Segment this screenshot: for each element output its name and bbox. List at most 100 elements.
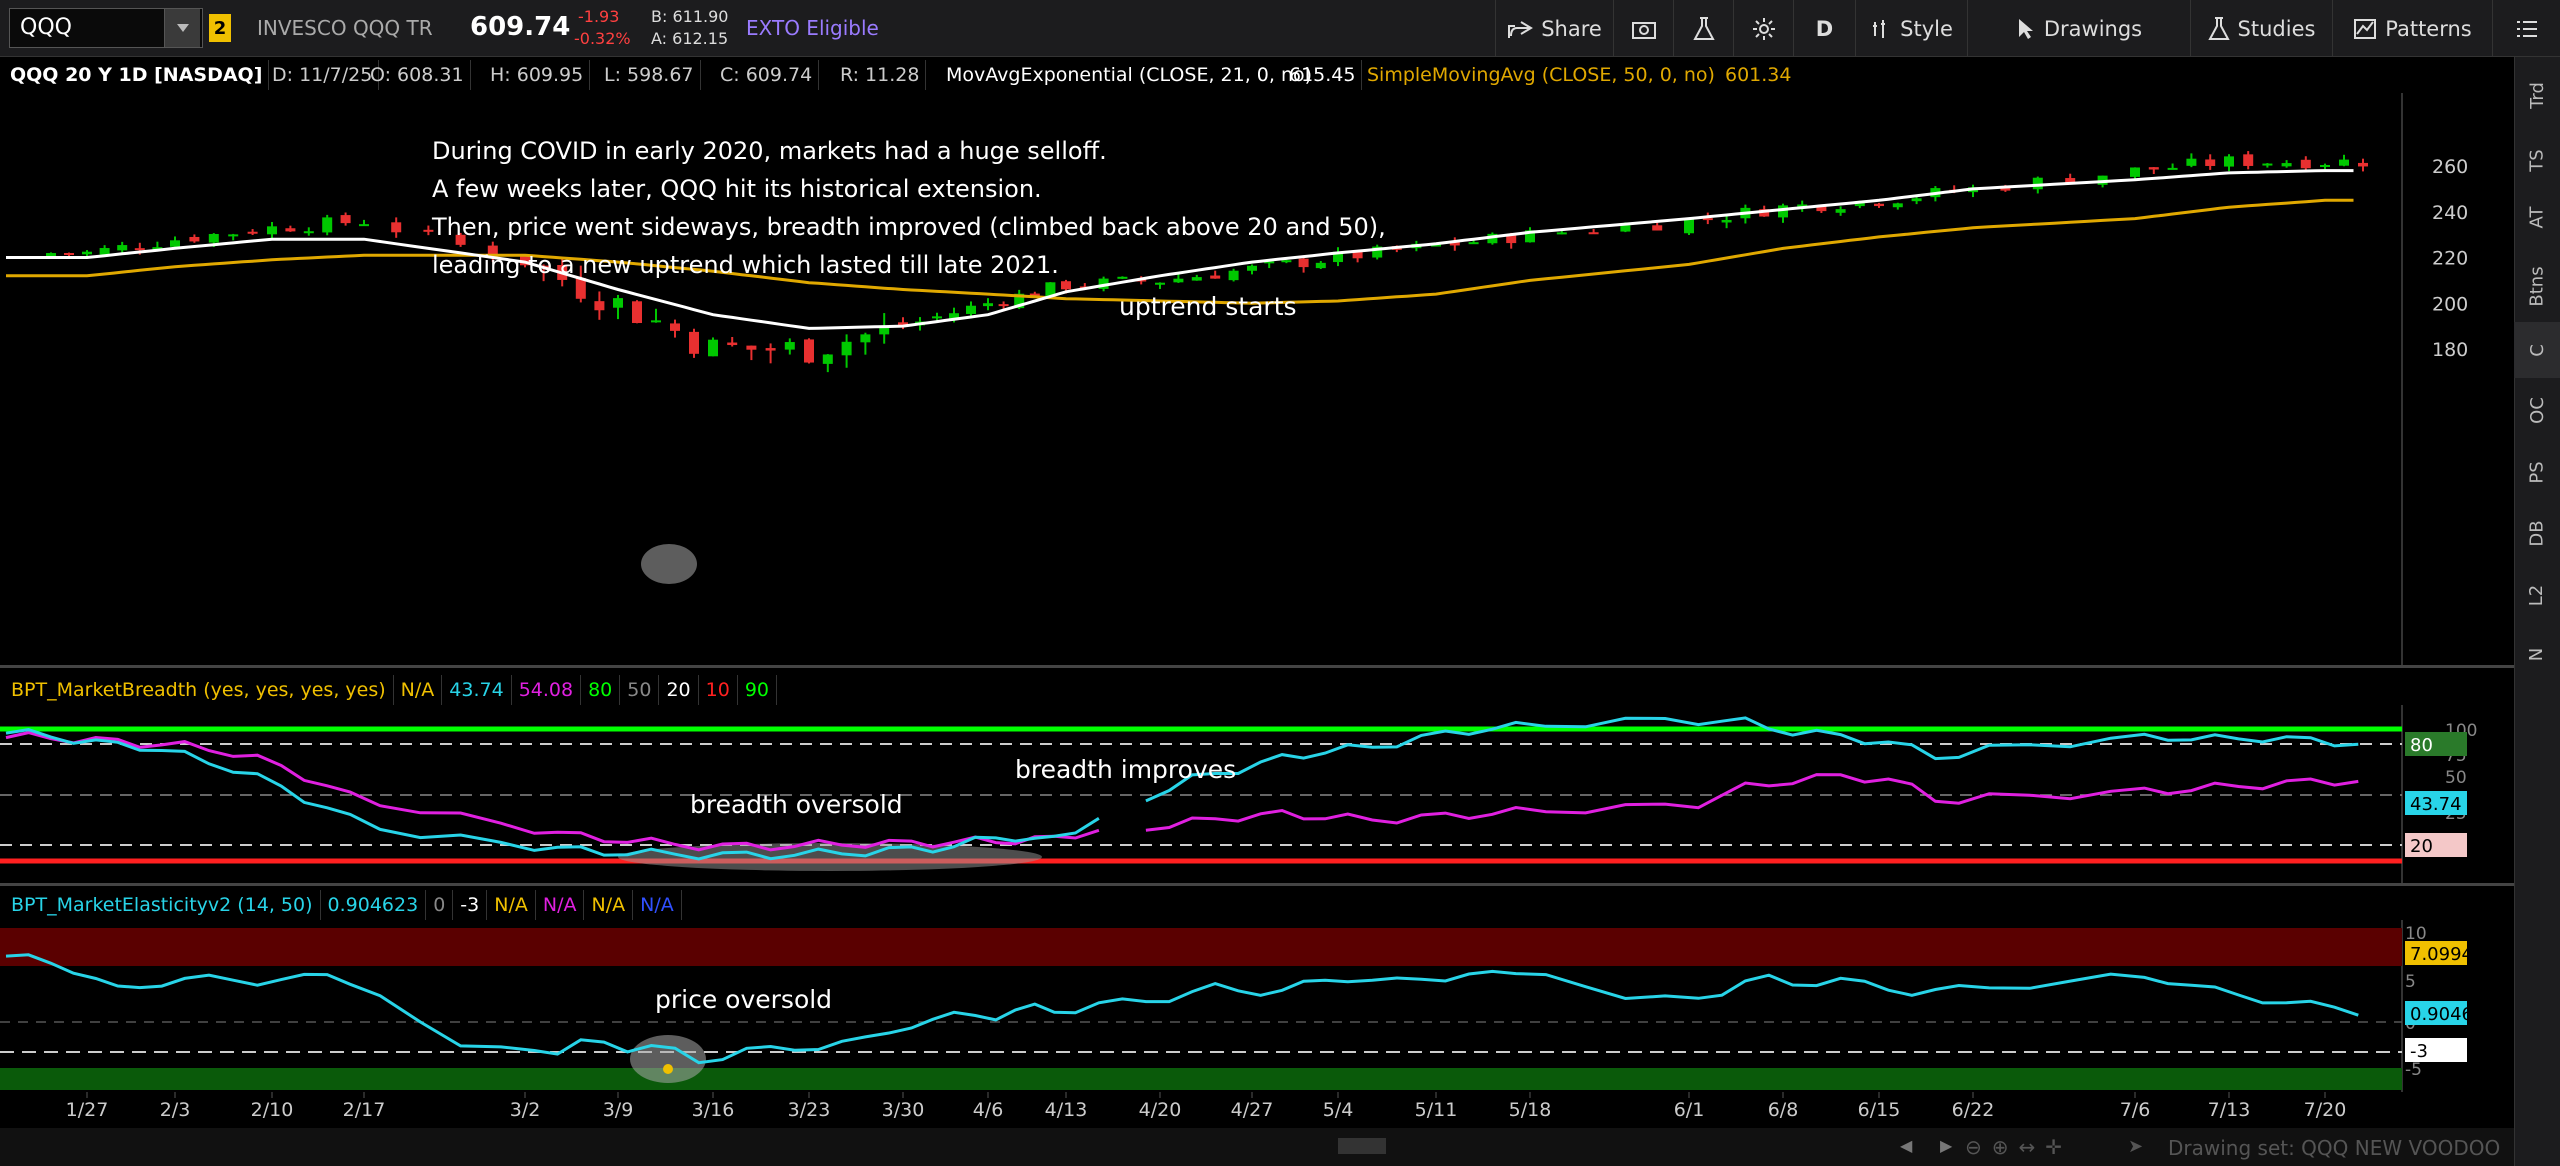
breadth-panel-header[interactable]: BPT_MarketBreadth (yes, yes, yes, yes) N… [4, 675, 778, 705]
svg-text:-3: -3 [2410, 1041, 2428, 1062]
scroll-left-icon[interactable]: ◀ [1900, 1136, 1913, 1155]
sidebar-tab-ts[interactable]: TS [2514, 132, 2560, 188]
candle-body [879, 325, 890, 335]
candle-body [1045, 282, 1056, 297]
crosshair-icon[interactable]: ✛ [2045, 1135, 2063, 1159]
breadth-magenta-line [1145, 773, 2359, 832]
candle-body [651, 320, 661, 323]
panel-divider[interactable] [0, 665, 2514, 668]
elasticity-study-label[interactable]: BPT_MarketElasticityv2 (14, 50) [4, 890, 321, 920]
symbol-dropdown-button[interactable] [164, 9, 200, 47]
candle-body [2167, 167, 2178, 170]
candle-body [983, 303, 993, 307]
sidebar-tab-label: DB [2526, 519, 2548, 547]
candle-body [746, 345, 757, 350]
candle-body [2000, 187, 2011, 191]
price-axis-label: 240 [2432, 202, 2468, 224]
sidebar-tab-at[interactable]: AT [2514, 189, 2560, 245]
patterns-button[interactable]: Patterns [2332, 0, 2492, 57]
uptrend-annotation: uptrend starts [1119, 292, 1297, 321]
time-axis-label: 5/18 [1509, 1099, 1552, 1121]
sidebar-tab-label: Trd [2526, 81, 2548, 109]
sidebar-tab-label: C [2526, 343, 2548, 357]
candle-body [1315, 262, 1326, 269]
flask-icon [2207, 16, 2230, 40]
candle-body [1487, 233, 1498, 244]
aggregation-period-button[interactable]: D [1793, 0, 1855, 57]
elasticity-panel-header[interactable]: BPT_MarketElasticityv2 (14, 50) 0.904623… [4, 890, 682, 920]
zoom-in-icon[interactable]: ⊕ [1991, 1135, 2009, 1159]
annotation-line: leading to a new uptrend which lasted ti… [432, 251, 1059, 279]
candle-body [46, 253, 56, 258]
candle-body [1155, 282, 1165, 285]
candle-body [64, 253, 74, 256]
lab-button[interactable] [1673, 0, 1733, 57]
time-axis-label: 3/23 [788, 1099, 831, 1121]
ask-price: A: 612.15 [651, 29, 729, 48]
time-axis-label: 4/27 [1231, 1099, 1274, 1121]
breadth-na: N/A [394, 675, 443, 705]
exto-eligible-label: EXTO Eligible [746, 16, 879, 40]
style-button[interactable]: Style [1855, 0, 1967, 57]
breadth-study-label[interactable]: BPT_MarketBreadth (yes, yes, yes, yes) [4, 675, 394, 705]
elasticity-axis-label: 10 [2405, 924, 2427, 944]
elasticity-m3-marker: -3 [2405, 1038, 2467, 1062]
sidebar-tab-db[interactable]: DB [2514, 505, 2560, 561]
sidebar-tab-n[interactable]: N [2514, 626, 2560, 682]
sidebar-tab-ps[interactable]: PS [2514, 444, 2560, 500]
elasticity-na-1: N/A [487, 890, 536, 920]
time-axis[interactable]: 1/27 2/3 2/10 2/17 3/2 3/9 3/16 3/23 3/30 4/6 4/13… [0, 1092, 2514, 1128]
sma-study-label[interactable]: SimpleMovingAvg (CLOSE, 50, 0, no) [1367, 64, 1715, 86]
candle-body [2339, 159, 2349, 166]
settings-button[interactable] [1733, 0, 1793, 57]
candle-body [594, 301, 605, 311]
sidebar-tab-btns[interactable]: Btns [2514, 258, 2560, 314]
bottom-scroll-bar: ◀ ▶ ⊖ ⊕ ↔ ✛ ➤ Drawing set: QQQ NEW VOODO… [0, 1128, 2514, 1166]
drawing-set-label[interactable]: Drawing set: QQQ NEW VOODOO [2168, 1136, 2501, 1160]
zoom-out-icon[interactable]: ⊖ [1965, 1135, 1982, 1159]
studies-button[interactable]: Studies [2190, 0, 2332, 57]
candle-body [82, 251, 92, 255]
candle-body [1816, 206, 1827, 212]
covid-annotation: During COVID in early 2020, markets had … [432, 132, 1386, 284]
sidebar-tab-label: PS [2526, 460, 2548, 484]
ema-study-label[interactable]: MovAvgExponential (CLOSE, 21, 0, no) [946, 64, 1313, 86]
candle-body [228, 234, 239, 237]
scroll-right-icon[interactable]: ▶ [1940, 1136, 1953, 1155]
chart-title: QQQ 20 Y 1D [NASDAQ] [4, 60, 270, 90]
time-axis-label: 7/6 [2120, 1099, 2151, 1121]
candle-body [1298, 258, 1309, 268]
time-axis-label: 6/8 [1768, 1099, 1799, 1121]
cursor-mode-icon[interactable]: ➤ [2128, 1136, 2144, 1157]
chevron-down-icon [176, 24, 189, 32]
candle-body [1117, 276, 1128, 279]
sidebar-tab-l2[interactable]: L2 [2514, 567, 2560, 623]
breadth-axis-label: 50 [2445, 768, 2467, 788]
candle-body [932, 316, 942, 319]
patterns-icon [2354, 18, 2377, 39]
sidebar-tab-oc[interactable]: OC [2514, 382, 2560, 438]
elasticity-axis-label: -5 [2405, 1060, 2422, 1080]
scroll-thumb[interactable] [1338, 1138, 1386, 1154]
candle-body [487, 245, 498, 258]
camera-icon [1631, 21, 1656, 39]
status-range: R: 11.28 [834, 60, 927, 90]
share-button[interactable]: Share [1495, 0, 1613, 57]
panel-divider[interactable] [0, 883, 2514, 886]
link-group-badge[interactable]: 2 [209, 14, 231, 42]
screenshot-button[interactable] [1613, 0, 1673, 57]
pan-icon[interactable]: ↔ [2018, 1135, 2036, 1159]
time-axis-label: 5/11 [1415, 1099, 1458, 1121]
candle-body [1778, 205, 1788, 218]
price-chart[interactable]: 260 240 220 200 180 [0, 93, 2514, 665]
menu-button[interactable] [2492, 0, 2560, 57]
candle-body [1854, 201, 1865, 207]
sidebar-tab-c[interactable]: C [2514, 322, 2560, 378]
sidebar-tab-trd[interactable]: Trd [2514, 67, 2560, 123]
candle-body [1210, 275, 1221, 279]
drawings-button[interactable]: Drawings [1967, 0, 2190, 57]
candle-body [2186, 158, 2197, 166]
breadth-oversold-annotation: breadth oversold [690, 790, 903, 819]
